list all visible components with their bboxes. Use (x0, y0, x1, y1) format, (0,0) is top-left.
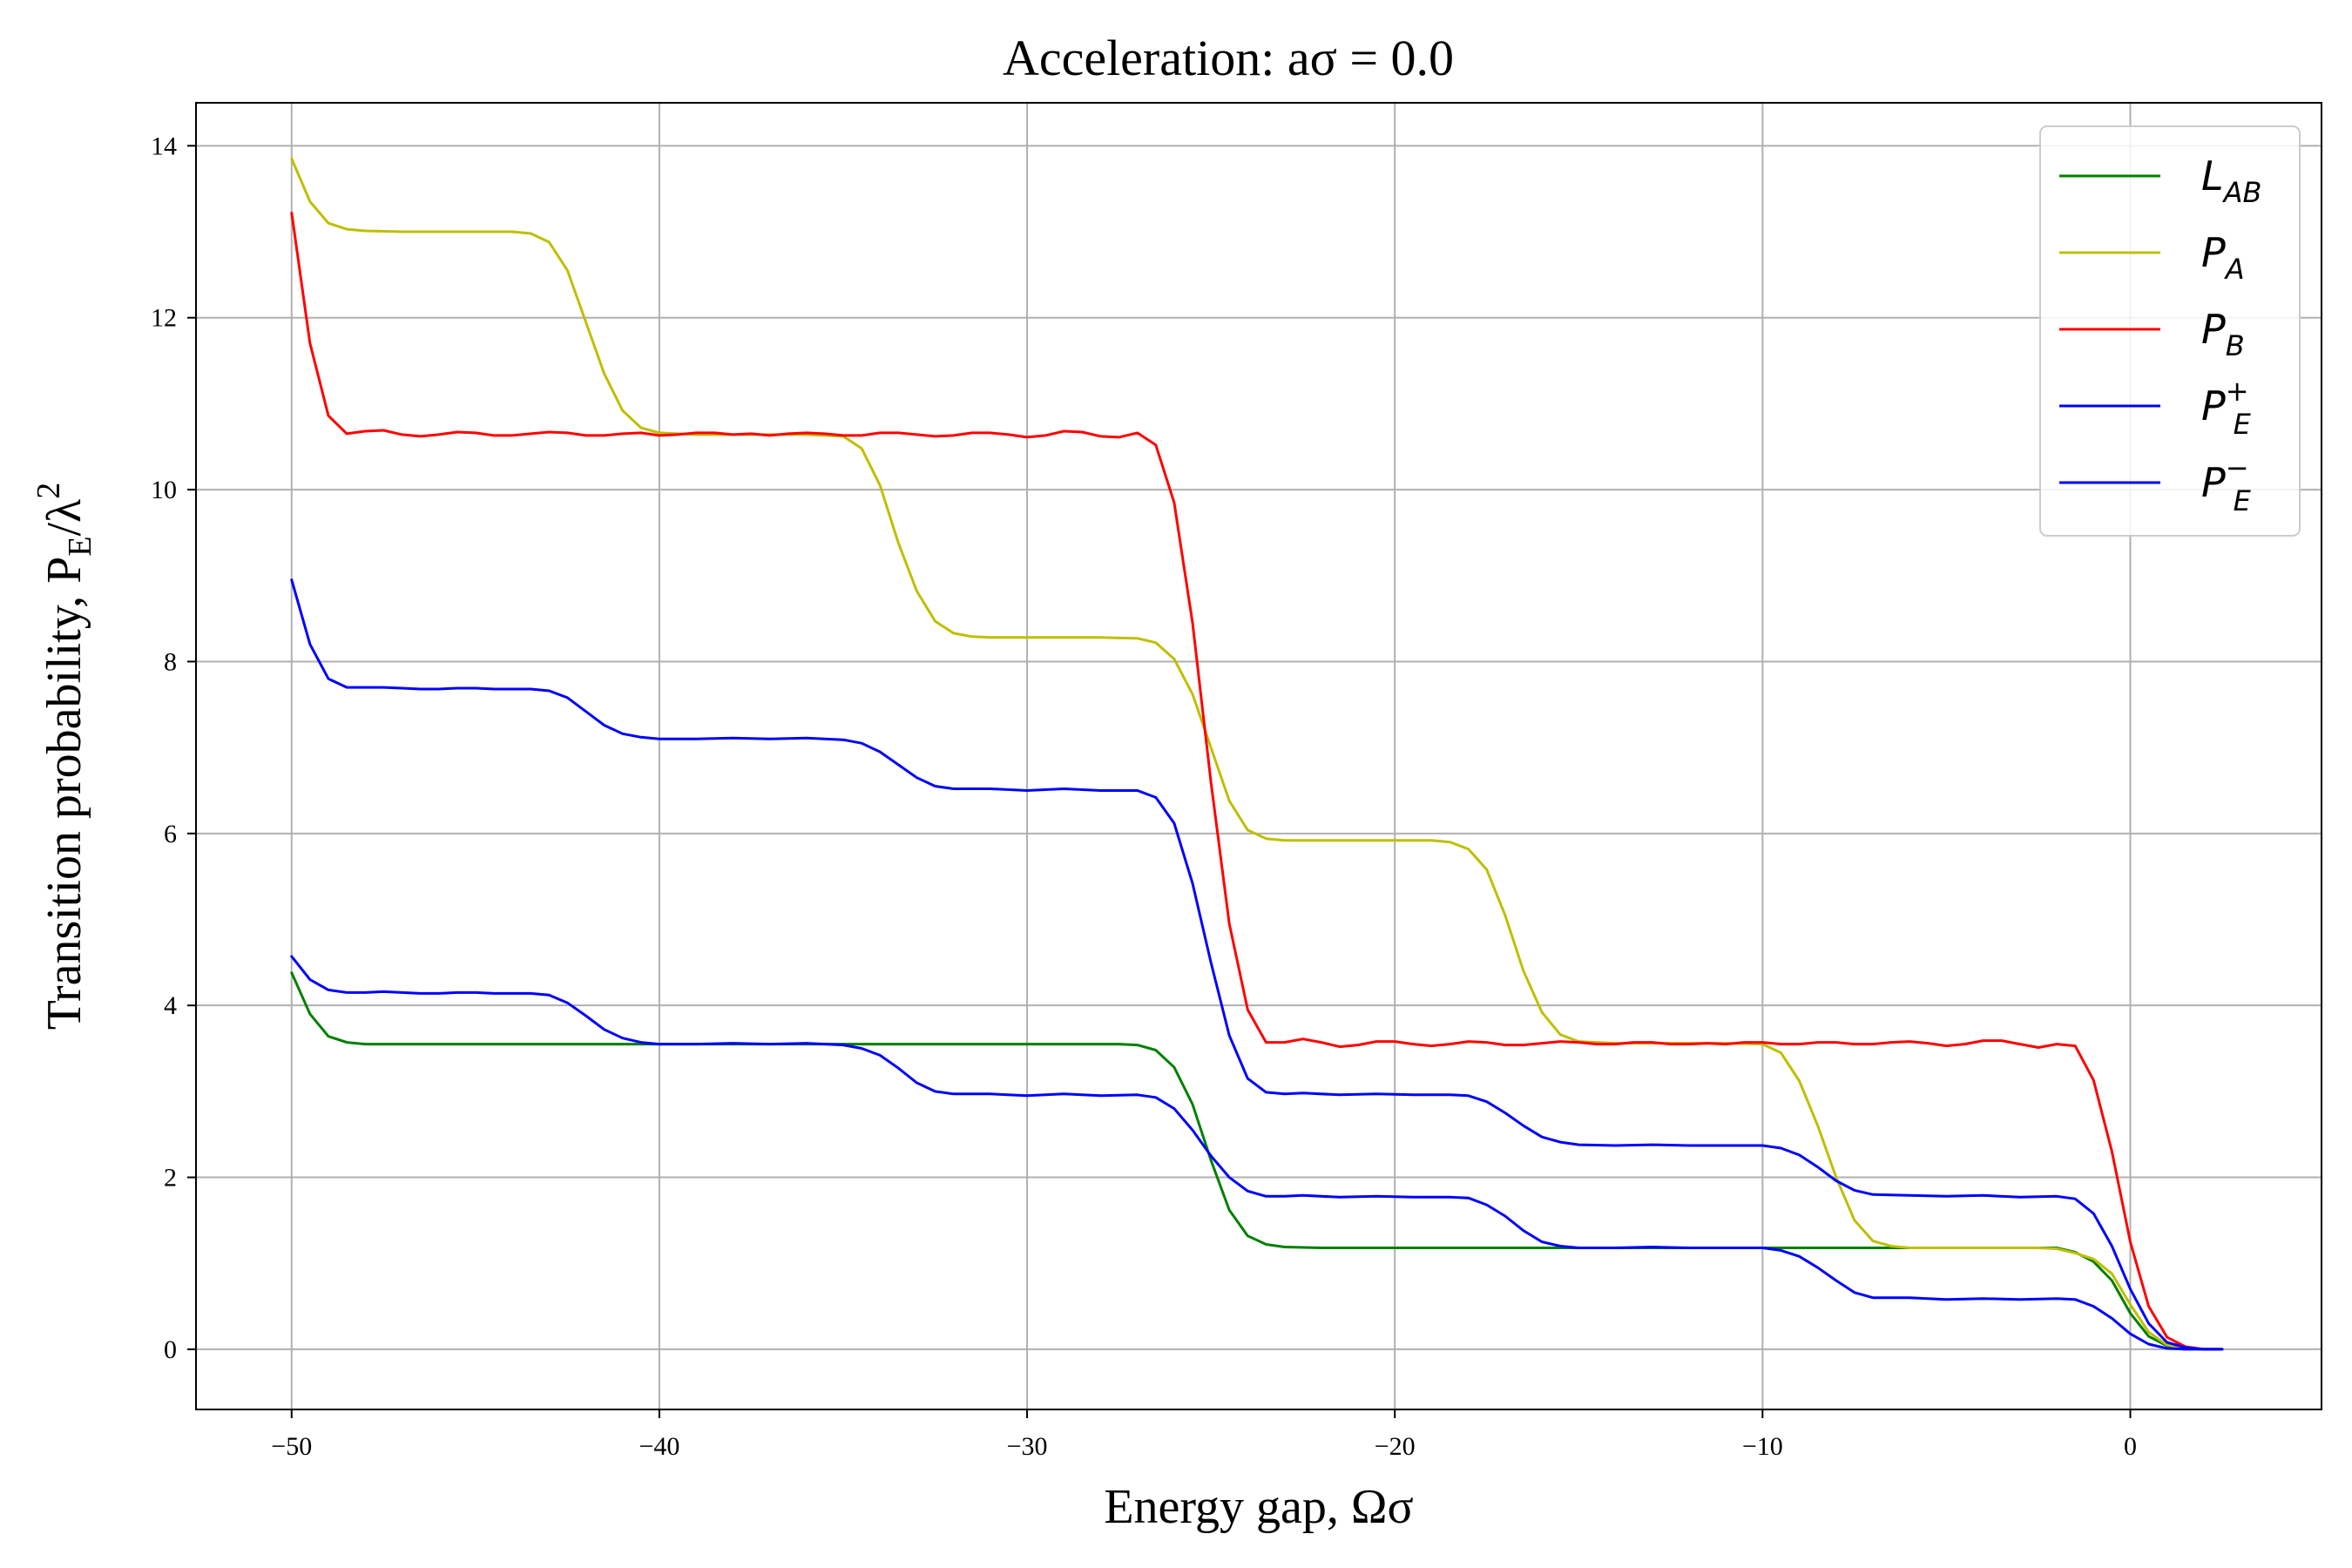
y-axis-label: Transition probability, PE/λ2 (30, 483, 98, 1030)
x-tick-label: −20 (1375, 1432, 1416, 1461)
x-tick-label: −50 (271, 1432, 312, 1461)
series-line-1 (290, 971, 2224, 1351)
legend-item: P+ E (2059, 375, 2252, 441)
axis-ticks: −50 −40 −30 −20 −10 0 0 2 4 6 8 10 12 14 (151, 132, 2137, 1461)
series-line-2 (290, 157, 2224, 1351)
y-tick-label: 2 (164, 1164, 177, 1193)
x-tick-label: 0 (2124, 1432, 2137, 1461)
y-tick-label: 8 (164, 647, 177, 676)
y-tick-label: 10 (151, 476, 177, 504)
y-tick-label: 14 (151, 132, 177, 160)
series-line-3 (290, 211, 2224, 1351)
legend-box (2039, 125, 2301, 537)
legend-label: P+ E (2201, 375, 2252, 441)
legend-label: P− E (2201, 451, 2252, 517)
y-tick-label: 6 (164, 820, 177, 848)
y-tick-label: 12 (151, 304, 177, 333)
series-line-4 (290, 578, 2224, 1351)
y-tick-label: 4 (164, 991, 177, 1020)
y-axis-label-text: Transition probability, PE/λ2 (30, 483, 98, 1030)
legend-label: LAB (2201, 152, 2261, 209)
plot-frame (195, 102, 2322, 1410)
legend-item: PA (2059, 229, 2245, 286)
x-tick-label: −10 (1742, 1432, 1783, 1461)
x-axis-label: Energy gap, Ωσ (1104, 1480, 1413, 1534)
legend-item: PB (2059, 306, 2245, 362)
legend-label: PA (2201, 229, 2245, 286)
series-line-5 (290, 955, 2224, 1351)
x-tick-label: −30 (1007, 1432, 1048, 1461)
legend-label: PB (2201, 306, 2245, 362)
legend-item: LAB (2059, 152, 2261, 209)
legend-item: P− E (2059, 451, 2252, 517)
y-tick-label: 0 (164, 1335, 177, 1364)
series-lines (290, 157, 2224, 1351)
chart-title: Acceleration: aσ = 0.0 (1003, 30, 1454, 86)
legend: LAB PA PB P+ E P− E (2039, 125, 2301, 537)
x-tick-label: −40 (639, 1432, 679, 1461)
